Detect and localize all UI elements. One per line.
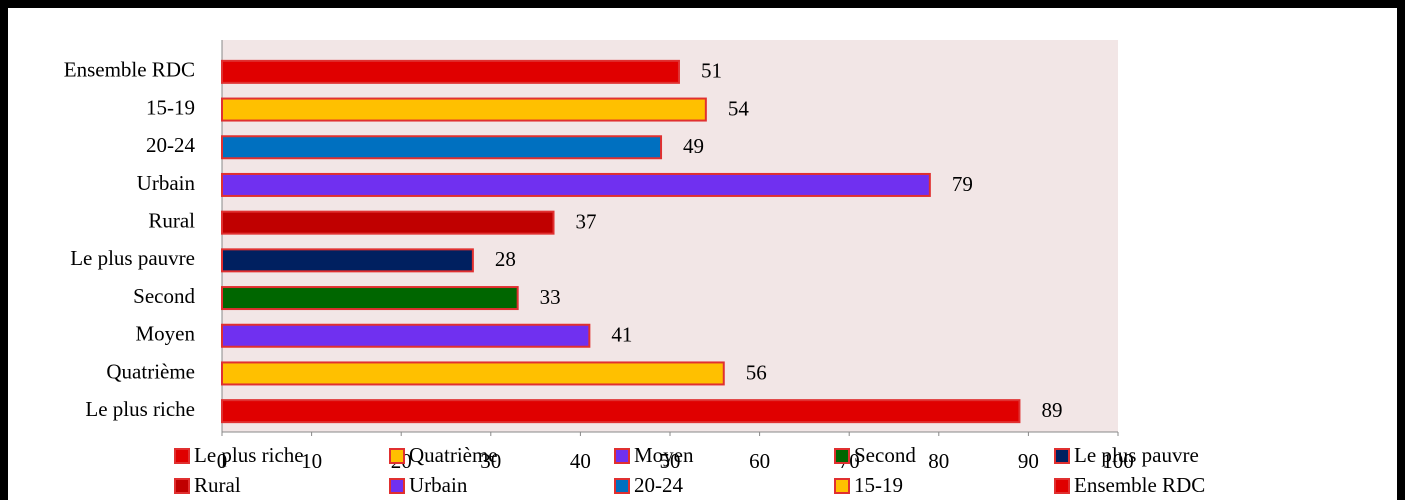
legend-swatch — [834, 448, 850, 464]
y-tick-label: Le plus pauvre — [70, 246, 195, 270]
value-label: 89 — [1041, 398, 1062, 422]
x-tick-label: 80 — [928, 449, 949, 473]
legend-swatch — [834, 478, 850, 494]
x-tick-label: 90 — [1018, 449, 1039, 473]
legend-label: Urbain — [409, 473, 468, 497]
y-tick-label: Quatrième — [106, 359, 195, 383]
value-label: 79 — [952, 172, 973, 196]
value-label: 49 — [683, 134, 704, 158]
legend-label: 20-24 — [634, 473, 683, 497]
bar — [221, 399, 1021, 424]
legend-swatch — [1054, 448, 1070, 464]
legend-swatch — [614, 478, 630, 494]
bar — [221, 286, 519, 311]
y-tick-label: Ensemble RDC — [64, 58, 195, 82]
x-tick-label: 100 — [1102, 449, 1134, 473]
value-label: 28 — [495, 247, 516, 271]
value-label: 54 — [728, 96, 750, 120]
x-tick-label: 60 — [749, 449, 770, 473]
x-tick-label: 10 — [301, 449, 322, 473]
legend-label: Le plus pauvre — [1074, 443, 1199, 467]
bar — [221, 361, 725, 386]
y-tick-label: 15-19 — [146, 95, 195, 119]
y-tick-label: Moyen — [136, 322, 196, 346]
bar — [221, 323, 591, 348]
value-label: 51 — [701, 59, 722, 83]
bar — [221, 97, 707, 122]
legend-swatch — [174, 448, 190, 464]
value-label: 37 — [576, 209, 597, 233]
bar — [221, 135, 663, 160]
bar — [221, 59, 680, 84]
bar — [221, 210, 555, 235]
legend-label: Moyen — [634, 443, 694, 467]
value-label: 56 — [746, 360, 767, 384]
value-label: 41 — [611, 323, 632, 347]
legend-label: Le plus riche — [194, 443, 304, 467]
value-label: 33 — [540, 285, 561, 309]
y-tick-label: Second — [133, 284, 195, 308]
x-tick-label: 30 — [480, 449, 501, 473]
y-tick-label: Urbain — [137, 171, 196, 195]
legend-label: Rural — [194, 473, 241, 497]
x-tick-label: 0 — [217, 449, 228, 473]
y-tick-label: 20-24 — [146, 133, 195, 157]
legend-swatch — [389, 478, 405, 494]
x-tick-label: 50 — [660, 449, 681, 473]
legend-label: Ensemble RDC — [1074, 473, 1205, 497]
bar — [221, 248, 474, 273]
legend-label: Quatrième — [409, 443, 498, 467]
legend-swatch — [389, 448, 405, 464]
legend-label: Second — [854, 443, 916, 467]
legend-swatch — [174, 478, 190, 494]
x-tick-label: 40 — [570, 449, 591, 473]
y-tick-label: Le plus riche — [85, 397, 195, 421]
y-tick-label: Rural — [148, 208, 195, 232]
legend-swatch — [1054, 478, 1070, 494]
legend-label: 15-19 — [854, 473, 903, 497]
legend-swatch — [614, 448, 630, 464]
bar — [221, 172, 931, 197]
